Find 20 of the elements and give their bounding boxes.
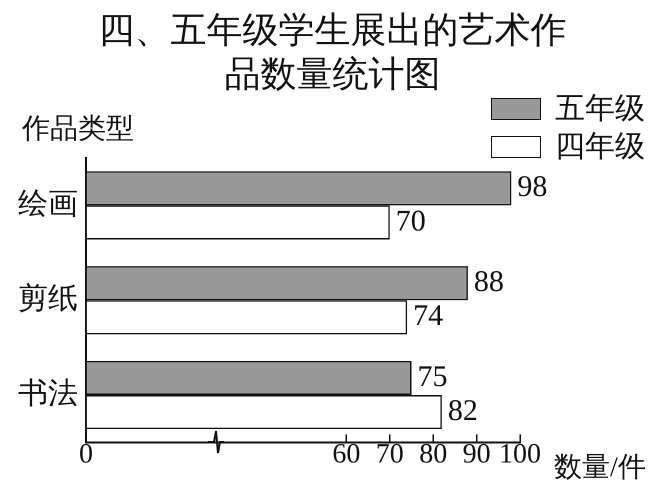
x-tick-label: 0 <box>79 438 93 470</box>
data-label: 70 <box>396 204 426 238</box>
data-label: 98 <box>517 170 548 204</box>
y-tick-label: 书法 <box>18 376 78 410</box>
y-tick-label: 绘画 <box>18 187 78 220</box>
y-axis-title: 作品类型 <box>21 113 134 144</box>
x-tick-label: 60 <box>332 438 360 470</box>
x-tick-label: 90 <box>462 438 491 470</box>
data-label: 88 <box>474 265 504 298</box>
data-label: 75 <box>418 360 448 393</box>
chart-title: 四、五年级学生展出的艺术作品数量统计图 <box>98 10 566 94</box>
legend-label: 五年级 <box>555 91 645 127</box>
x-axis-title: 数量/件 <box>554 452 646 483</box>
x-tick-label: 70 <box>376 438 404 470</box>
y-tick-label: 剪纸 <box>18 282 78 316</box>
x-tick-label: 100 <box>499 438 541 470</box>
data-label: 82 <box>448 394 478 427</box>
x-tick-label: 80 <box>419 438 448 470</box>
text: 四年级 <box>555 129 645 165</box>
data-label: 74 <box>413 299 444 332</box>
